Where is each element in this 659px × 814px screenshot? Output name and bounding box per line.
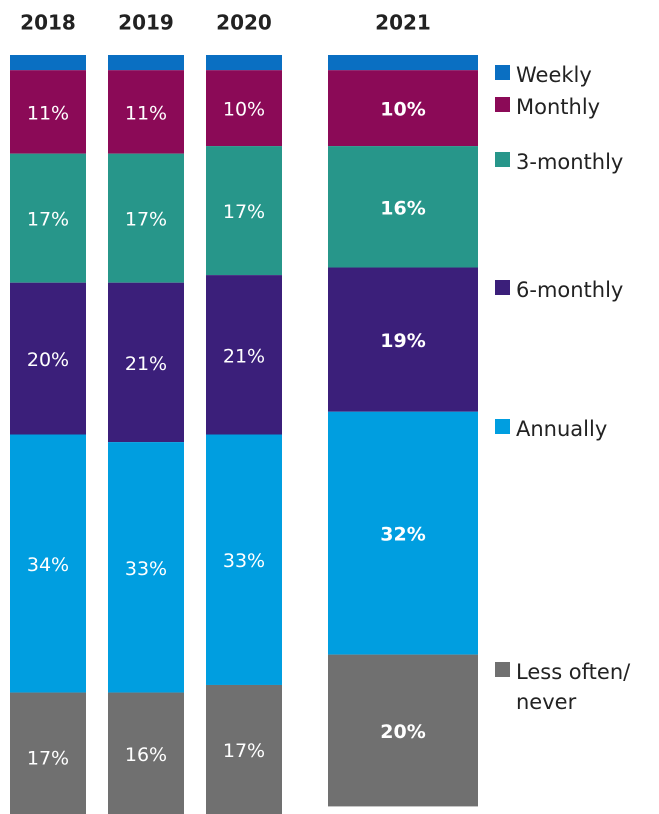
data-label: 17%: [125, 209, 167, 231]
legend-swatch: [495, 662, 510, 677]
data-label: 10%: [380, 99, 425, 121]
legend-swatch: [495, 280, 510, 295]
data-label: 20%: [380, 721, 425, 743]
legend-swatch: [495, 65, 510, 80]
bar-segment: [206, 55, 282, 71]
bar-segment: [206, 684, 282, 814]
bar-segment: [108, 692, 184, 814]
bar-segment: [206, 146, 282, 276]
legend-item: Annually: [495, 414, 659, 444]
data-label: 33%: [125, 558, 167, 580]
bar-segment: [108, 153, 184, 283]
legend-swatch: [495, 152, 510, 167]
category-label: 2018: [20, 11, 76, 35]
bar-segment: [328, 70, 478, 147]
legend-label: 6-monthly: [516, 278, 624, 302]
chart: 2018 11% 17% 20% 34% 17% 2019 11% 17% 21% 33% 16% 20…: [10, 11, 478, 814]
data-label: 21%: [125, 353, 167, 375]
bar-segment: [328, 267, 478, 412]
bar-segment: [108, 282, 184, 443]
data-label: 33%: [223, 550, 265, 572]
bar-segment: [108, 70, 184, 154]
data-label: 17%: [27, 209, 69, 231]
bar-segment: [206, 70, 282, 147]
category-label: 2020: [216, 11, 272, 35]
data-label: 16%: [125, 744, 167, 766]
legend-swatch: [495, 97, 510, 112]
category-label: 2021: [375, 11, 431, 35]
bar-segment: [328, 146, 478, 268]
data-label: 17%: [27, 748, 69, 770]
legend-label: Weekly: [516, 63, 592, 87]
data-label: 20%: [27, 349, 69, 371]
data-label: 21%: [223, 345, 265, 367]
legend-label: Annually: [516, 417, 608, 441]
bar-segment: [10, 692, 86, 814]
legend-item: Monthly: [495, 92, 659, 122]
bar-segment: [108, 442, 184, 693]
bar-segment: [328, 55, 478, 71]
bar-segment: [108, 55, 184, 71]
legend-label: Monthly: [516, 95, 601, 119]
bar-segment: [10, 153, 86, 283]
bar-segment: [328, 411, 478, 655]
bar-segment: [206, 275, 282, 435]
legend-label: 3-monthly: [516, 150, 624, 174]
legend-item: 3-monthly: [495, 147, 659, 177]
data-label: 34%: [27, 554, 69, 576]
bar-segment: [328, 654, 478, 807]
data-label: 16%: [380, 197, 425, 219]
data-label: 17%: [223, 201, 265, 223]
bar-segment: [206, 434, 282, 685]
data-label: 10%: [223, 99, 265, 121]
data-label: 32%: [380, 524, 425, 546]
legend-item: Less often/ never: [495, 657, 659, 717]
legend-item: 6-monthly: [495, 275, 659, 305]
data-label: 11%: [125, 102, 167, 124]
bar-segment: [10, 70, 86, 154]
legend-swatch: [495, 419, 510, 434]
legend-item: Weekly: [495, 60, 659, 90]
bar-segment: [10, 282, 86, 435]
data-label: 19%: [380, 330, 425, 352]
category-label: 2019: [118, 11, 174, 35]
bar-segment: [10, 55, 86, 71]
bar-segment: [10, 434, 86, 693]
data-label: 11%: [27, 102, 69, 124]
legend-label: Less often/ never: [516, 660, 631, 714]
data-label: 17%: [223, 740, 265, 762]
